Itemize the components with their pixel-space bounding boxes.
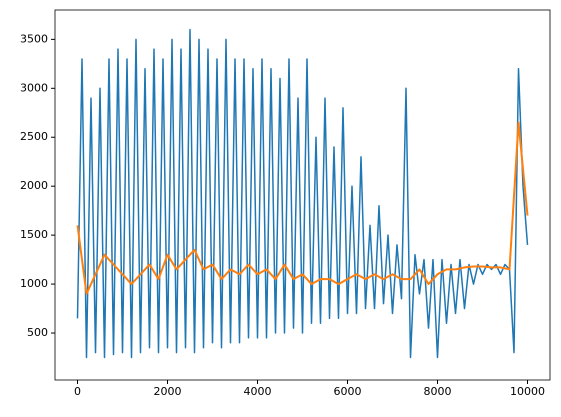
x-tick-label: 4000: [244, 385, 272, 398]
y-tick-label: 500: [27, 326, 48, 339]
y-tick-label: 1500: [20, 228, 48, 241]
y-tick-label: 2000: [20, 179, 48, 192]
y-tick-label: 3000: [20, 81, 48, 94]
y-tick-label: 3500: [20, 32, 48, 45]
y-tick-label: 1000: [20, 277, 48, 290]
data-line: [76, 121, 529, 295]
x-tick-label: 6000: [334, 385, 362, 398]
x-tick-label: 2000: [154, 385, 182, 398]
x-tick-label: 8000: [424, 385, 452, 398]
x-tick-label: 0: [74, 385, 81, 398]
data-line: [76, 28, 529, 359]
axes-frame: [54, 9, 551, 381]
x-tick-label: 10000: [510, 385, 545, 398]
y-tick-label: 2500: [20, 130, 48, 143]
